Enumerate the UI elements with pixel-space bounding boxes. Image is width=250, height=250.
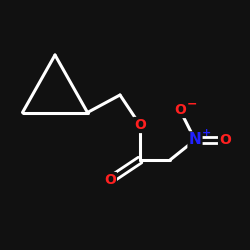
Text: O: O	[134, 118, 146, 132]
Text: O: O	[174, 103, 186, 117]
Text: O: O	[104, 173, 116, 187]
Text: +: +	[202, 128, 211, 138]
Text: −: −	[187, 97, 197, 110]
Text: N: N	[189, 132, 202, 148]
Text: O: O	[219, 133, 231, 147]
